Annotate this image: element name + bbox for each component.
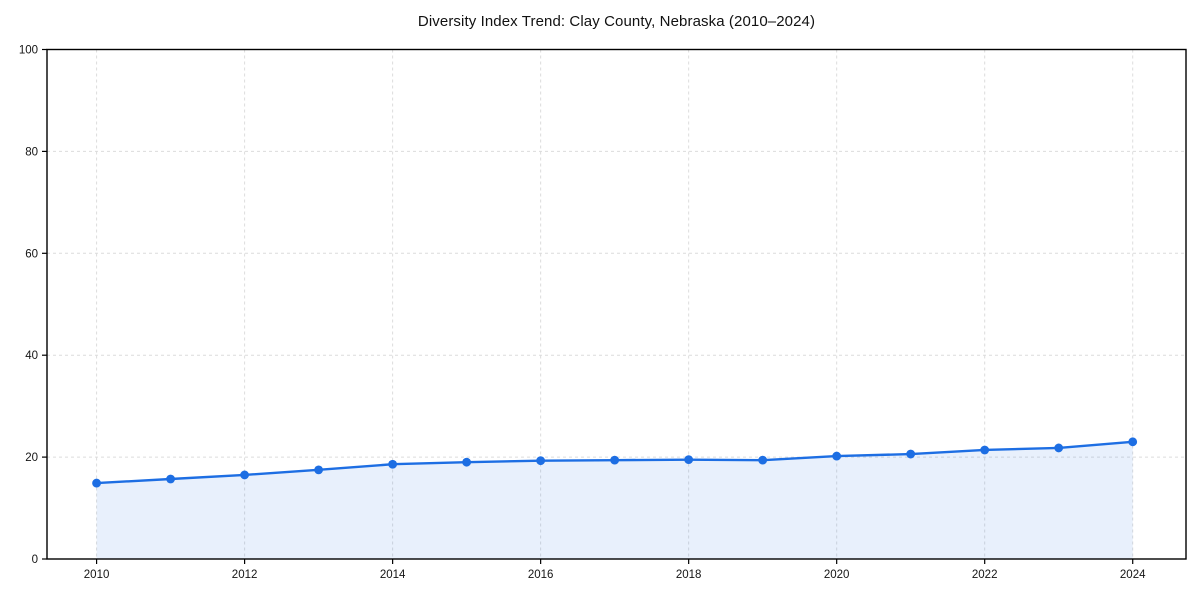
data-point-2010	[92, 478, 101, 488]
x-tick-label-2020: 2020	[824, 569, 850, 581]
data-point-2015	[462, 457, 472, 467]
data-point-2016	[536, 456, 546, 466]
x-tick-label-2018: 2018	[676, 569, 702, 581]
area-fill	[96, 441, 1133, 559]
x-tick-label-2010: 2010	[84, 569, 110, 581]
y-tick-label-80: 80	[25, 146, 38, 158]
y-tick-label-40: 40	[25, 350, 38, 362]
data-point-2020	[832, 451, 842, 461]
data-point-2021	[906, 449, 916, 459]
plot-border	[46, 48, 1187, 560]
data-point-2012	[240, 470, 250, 480]
data-point-2023	[1054, 443, 1064, 453]
y-tick-label-0: 0	[32, 554, 38, 566]
data-point-2024	[1128, 437, 1138, 447]
data-point-2013	[314, 465, 324, 475]
x-tick-label-2012: 2012	[232, 569, 258, 581]
x-tick-label-2024: 2024	[1120, 569, 1146, 581]
y-tick-label-60: 60	[25, 248, 38, 260]
y-tick-label-20: 20	[25, 452, 38, 464]
chart-title: Diversity Index Trend: Clay County, Nebr…	[417, 13, 816, 30]
data-point-2019	[758, 455, 768, 465]
x-tick-label-2016: 2016	[528, 569, 554, 581]
x-tick-label-2014: 2014	[380, 569, 406, 581]
data-point-2011	[166, 474, 175, 484]
data-point-2022	[980, 445, 990, 455]
x-tick-label-2022: 2022	[972, 569, 998, 581]
data-point-2018	[684, 455, 694, 465]
y-tick-label-100: 100	[19, 45, 38, 57]
data-point-2014	[388, 459, 398, 469]
data-point-2017	[610, 455, 620, 465]
